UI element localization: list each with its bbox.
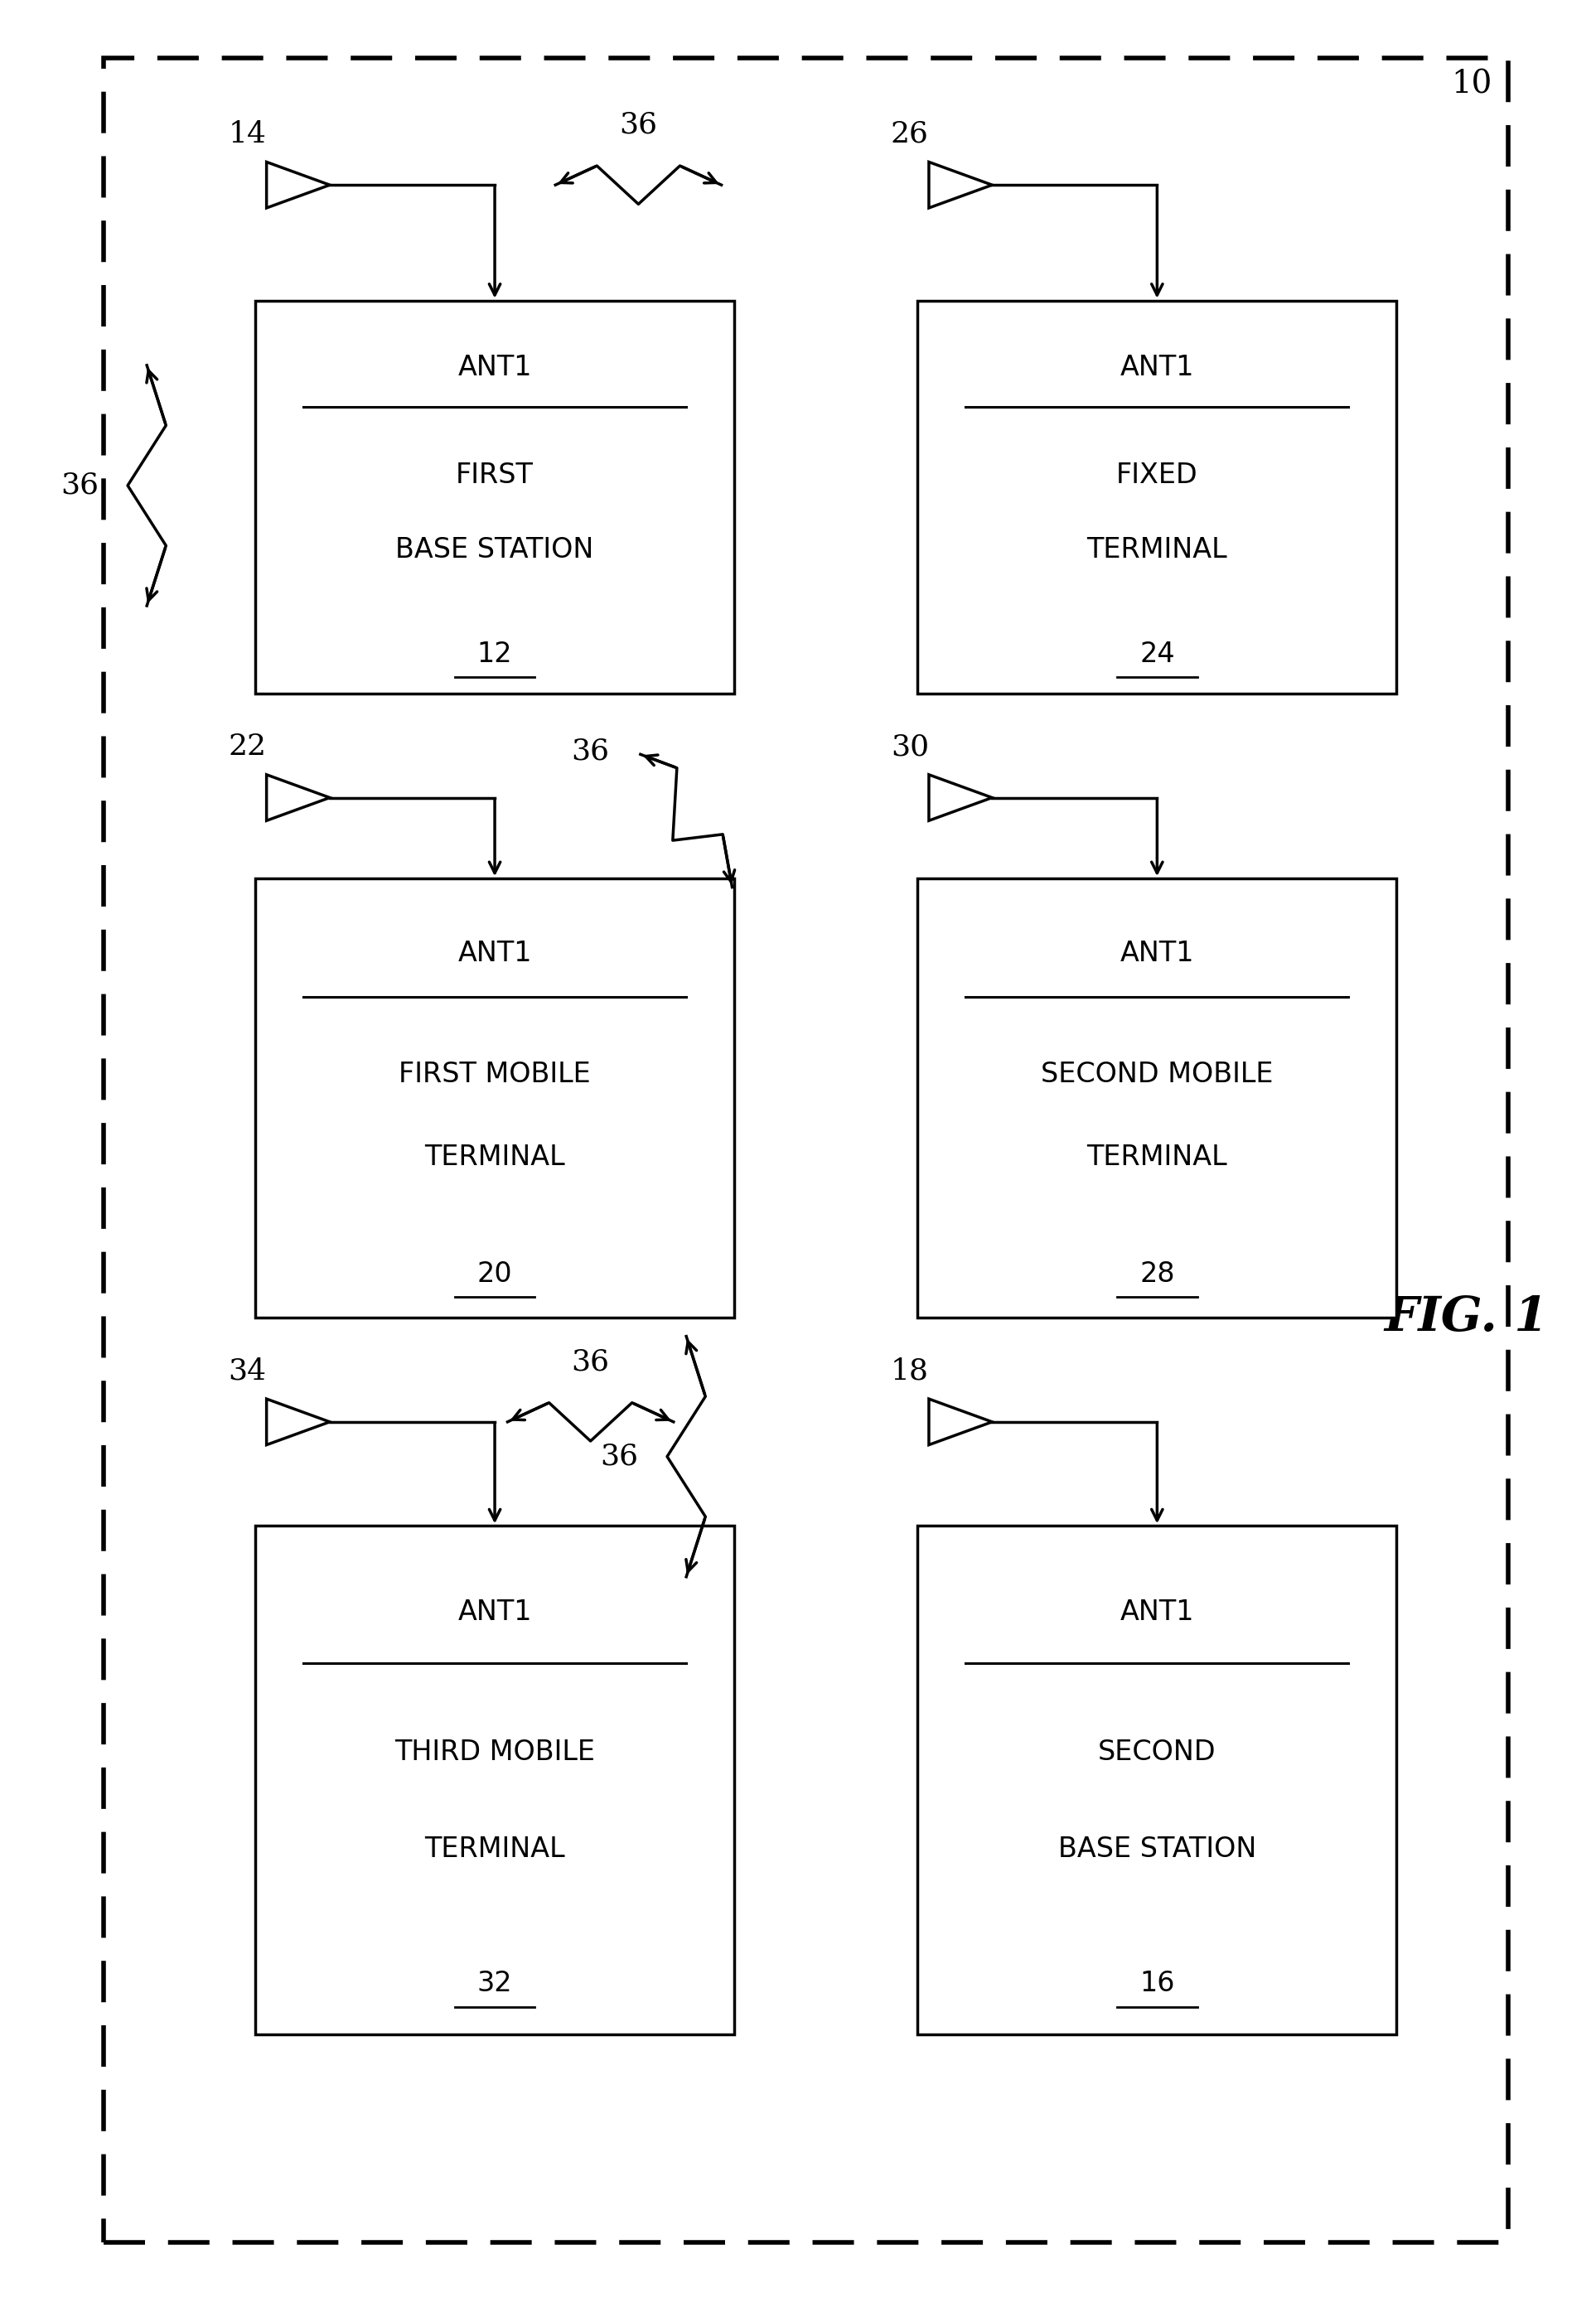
Text: 36: 36	[571, 1348, 610, 1376]
Text: ANT1: ANT1	[458, 354, 531, 381]
Text: 20: 20	[477, 1260, 512, 1288]
Bar	[255, 1526, 734, 2035]
Text: FIRST MOBILE: FIRST MOBILE	[399, 1061, 591, 1087]
Polygon shape	[929, 162, 993, 208]
Polygon shape	[267, 775, 330, 821]
Text: FIRST: FIRST	[456, 462, 533, 490]
Text: 22: 22	[228, 733, 267, 761]
Text: ANT1: ANT1	[1120, 1598, 1194, 1625]
Polygon shape	[267, 162, 330, 208]
Text: 12: 12	[477, 640, 512, 668]
Text: 24: 24	[1140, 640, 1175, 668]
Text: ANT1: ANT1	[1120, 939, 1194, 966]
Text: BASE STATION: BASE STATION	[396, 536, 594, 564]
Text: 26: 26	[891, 120, 929, 148]
Bar	[104, 58, 1508, 2243]
Text: FIG. 1: FIG. 1	[1384, 1295, 1548, 1341]
Text: BASE STATION: BASE STATION	[1058, 1836, 1256, 1863]
Text: 36: 36	[571, 738, 610, 765]
Bar	[255, 301, 734, 694]
Polygon shape	[929, 1399, 993, 1445]
Text: TERMINAL: TERMINAL	[1087, 536, 1227, 564]
Text: 34: 34	[228, 1357, 267, 1385]
Text: 10: 10	[1451, 69, 1492, 99]
Text: TERMINAL: TERMINAL	[1087, 1144, 1227, 1172]
Text: 28: 28	[1140, 1260, 1175, 1288]
Text: FIXED: FIXED	[1116, 462, 1199, 490]
Text: ANT1: ANT1	[458, 1598, 531, 1625]
Text: 36: 36	[61, 472, 99, 499]
Text: TERMINAL: TERMINAL	[425, 1144, 565, 1172]
Text: 14: 14	[228, 120, 267, 148]
Text: SECOND: SECOND	[1098, 1739, 1216, 1766]
Text: 16: 16	[1140, 1970, 1175, 1998]
Text: 36: 36	[619, 111, 658, 139]
Bar	[918, 879, 1396, 1318]
Bar	[255, 879, 734, 1318]
Polygon shape	[267, 1399, 330, 1445]
Text: SECOND MOBILE: SECOND MOBILE	[1041, 1061, 1274, 1087]
Text: ANT1: ANT1	[458, 939, 531, 966]
Text: 32: 32	[477, 1970, 512, 1998]
Bar	[918, 301, 1396, 694]
Text: 36: 36	[600, 1443, 638, 1470]
Text: TERMINAL: TERMINAL	[425, 1836, 565, 1863]
Text: THIRD MOBILE: THIRD MOBILE	[394, 1739, 595, 1766]
Text: 18: 18	[891, 1357, 929, 1385]
Bar	[918, 1526, 1396, 2035]
Text: 30: 30	[891, 733, 929, 761]
Polygon shape	[929, 775, 993, 821]
Text: ANT1: ANT1	[1120, 354, 1194, 381]
